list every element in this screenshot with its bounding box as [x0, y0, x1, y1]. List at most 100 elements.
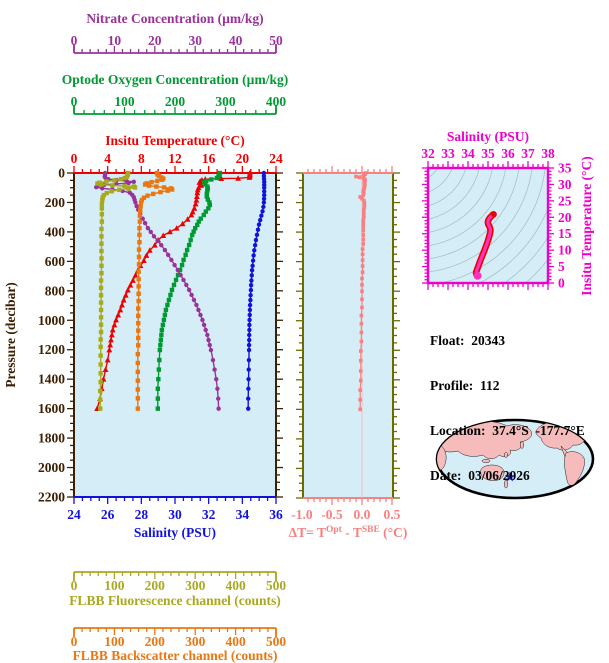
tick-label: 400 [45, 224, 66, 239]
series-temperature [94, 169, 253, 412]
tick-label: 10 [558, 243, 572, 258]
tick-label: 30 [558, 177, 572, 192]
tick-label: 100 [114, 94, 135, 109]
tick-label: 0.0 [354, 507, 371, 522]
tick-label: 24 [67, 507, 81, 522]
tick-label: 34 [461, 146, 475, 161]
tick-label: 0 [71, 33, 78, 48]
float-info-line: Date: 03/06/2026 [430, 468, 530, 483]
ts-curve-start-blob [473, 271, 482, 280]
tick-label: 20 [148, 33, 162, 48]
tick-label: 0 [71, 578, 78, 593]
axis-title: Insitu Temperature (°C) [105, 133, 244, 148]
tick-label: 400 [225, 634, 246, 649]
tick-label: 1600 [38, 401, 65, 416]
tick-label: 1800 [38, 431, 65, 446]
ts-curve-end-dot [491, 211, 497, 217]
oxygen-ruler: 0 100 200 300 400 Optode Oxygen Concentration… [62, 72, 288, 115]
tick-label: 34 [236, 507, 250, 522]
tick-label: 100 [104, 634, 125, 649]
island-japan [520, 441, 524, 449]
float-location-star [504, 471, 516, 482]
ts-temperature-axis-title: Insitu Temperature (°C) [579, 156, 594, 295]
series-salinity [246, 170, 267, 411]
tick-label: 15 [558, 226, 572, 241]
tick-label: 36 [501, 146, 515, 161]
tick-label: 20 [236, 151, 250, 166]
tick-label: 4 [104, 151, 111, 166]
continent-south-america [564, 451, 585, 486]
tick-label: 40 [229, 33, 243, 48]
tick-label: 24 [269, 151, 283, 166]
tick-label: 10 [108, 33, 122, 48]
delta-t-plot: -1.0 -0.5 0.0 0.5 ΔT= TOpt - TSBE (°C) [289, 166, 408, 540]
tick-label: 32 [421, 146, 435, 161]
tick-label: 38 [541, 146, 555, 161]
tick-label: 200 [145, 578, 166, 593]
tick-label: 25 [558, 193, 572, 208]
tick-label: -0.5 [321, 507, 343, 522]
series-oxygen [155, 170, 223, 411]
island-indonesia [481, 459, 491, 463]
series-backscatter [135, 170, 175, 411]
tick-label: 26 [101, 507, 115, 522]
tick-label: 300 [215, 94, 236, 109]
tick-label: 200 [165, 94, 186, 109]
island-philippines [504, 452, 508, 458]
tick-label: 37 [521, 146, 535, 161]
axis-title: Optode Oxygen Concentration (µm/kg) [62, 72, 288, 87]
tick-label: 1000 [38, 313, 65, 328]
tick-label: 100 [104, 578, 125, 593]
tick-label: 2200 [38, 490, 65, 505]
main-profile-plot: 0200400600800100012001400160018002000220… [3, 133, 283, 540]
axis-title: Nitrate Concentration (µm/kg) [86, 11, 263, 26]
series-delta-t [354, 171, 368, 412]
tick-label: 16 [202, 151, 216, 166]
float-info: Float: 20343 Profile: 112 Location: 37.4… [430, 303, 585, 513]
tick-label: 1400 [38, 372, 65, 387]
delta-t-axis-title: ΔT= TOpt - TSBE (°C) [289, 525, 408, 540]
tick-label: 35 [558, 161, 572, 176]
world-map [435, 418, 595, 500]
tick-label: 300 [185, 578, 206, 593]
tick-label: 800 [45, 283, 66, 298]
tick-label: 200 [45, 195, 66, 210]
float-info-line: Float: 20343 [430, 333, 505, 348]
tick-label: 0 [71, 151, 78, 166]
tick-label: 50 [269, 33, 283, 48]
tick-label: 500 [266, 634, 287, 649]
tick-label: 5 [558, 259, 565, 274]
axis-title: Salinity (PSU) [134, 525, 216, 540]
float-info-line: Profile: 112 [430, 378, 500, 393]
tick-label: 2000 [38, 460, 65, 475]
tick-label: -1.0 [291, 507, 313, 522]
tick-label: 400 [266, 94, 287, 109]
series-fluorescence [95, 170, 138, 411]
tick-label: 20 [558, 210, 572, 225]
pressure-axis-title: Pressure (decibar) [3, 282, 18, 388]
tick-label: 500 [266, 578, 287, 593]
tick-label: 35 [481, 146, 495, 161]
tick-label: 8 [138, 151, 145, 166]
tick-label: 300 [185, 634, 206, 649]
tick-label: 0 [71, 634, 78, 649]
continent-australia [480, 464, 505, 481]
tick-label: 0 [58, 166, 65, 181]
tick-label: 0.5 [384, 507, 401, 522]
tick-label: 30 [188, 33, 202, 48]
axis-title: FLBB Backscatter channel (counts) [73, 648, 278, 663]
tick-label: 600 [45, 254, 66, 269]
nitrate-ruler: 0 10 20 30 40 50 Nitrate Concentration (µm/kg) [71, 11, 283, 54]
tick-label: 200 [145, 634, 166, 649]
axis-title: FLBB Fluorescence channel (counts) [69, 593, 281, 608]
tick-label: 32 [202, 507, 216, 522]
tick-label: 28 [135, 507, 149, 522]
tick-label: 36 [269, 507, 283, 522]
tick-label: 0 [71, 94, 78, 109]
tick-label: 400 [225, 578, 246, 593]
